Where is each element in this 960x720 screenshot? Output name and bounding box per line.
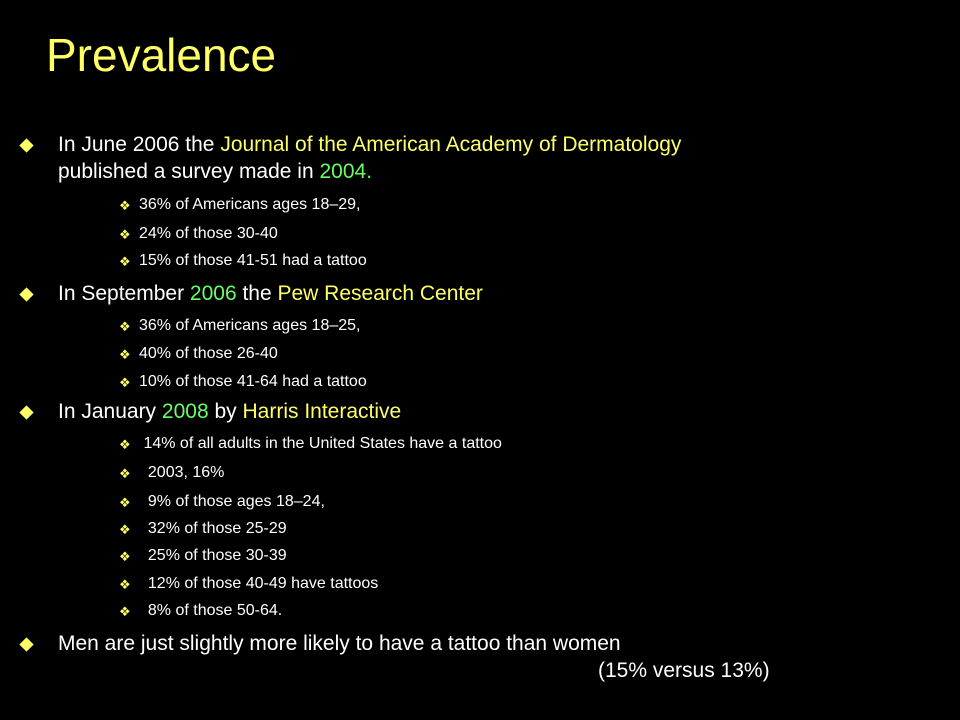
quad-diamond-bullet-icon: ❖ <box>119 227 131 242</box>
survey-year: 2004. <box>319 160 373 183</box>
quad-diamond-bullet-icon: ❖ <box>119 319 131 334</box>
quad-diamond-bullet-icon: ❖ <box>119 198 131 213</box>
diamond-bullet-icon <box>19 405 34 420</box>
bullet-text: In January 2008 by Harris Interactive <box>58 400 402 423</box>
bullet-text: Men are just slightly more likely to hav… <box>58 630 918 684</box>
gender-percentages: (15% versus 13%) <box>598 659 770 682</box>
survey-year: 2006 <box>189 282 237 305</box>
diamond-bullet-icon <box>19 637 34 652</box>
quad-diamond-bullet-icon: ❖ <box>119 437 131 452</box>
diamond-bullet-icon <box>19 138 34 153</box>
organization-name: Harris Interactive <box>242 400 402 423</box>
quad-diamond-bullet-icon: ❖ <box>119 495 131 510</box>
organization-name: Pew Research Center <box>277 282 483 305</box>
bullet-text: In June 2006 the Journal of the American… <box>58 133 682 183</box>
diamond-bullet-icon <box>19 287 34 302</box>
quad-diamond-bullet-icon: ❖ <box>119 522 131 537</box>
quad-diamond-bullet-icon: ❖ <box>119 466 131 481</box>
quad-diamond-bullet-icon: ❖ <box>119 604 131 619</box>
quad-diamond-bullet-icon: ❖ <box>119 375 131 390</box>
quad-diamond-bullet-icon: ❖ <box>119 347 131 362</box>
survey-year: 2008 <box>161 400 209 423</box>
quad-diamond-bullet-icon: ❖ <box>119 254 131 269</box>
bullet-text: In September 2006 the Pew Research Cente… <box>58 282 483 305</box>
journal-name: Journal of the American Academy of Derma… <box>220 133 682 156</box>
slide-title: Prevalence <box>46 29 277 81</box>
quad-diamond-bullet-icon: ❖ <box>119 577 131 592</box>
quad-diamond-bullet-icon: ❖ <box>119 549 131 564</box>
